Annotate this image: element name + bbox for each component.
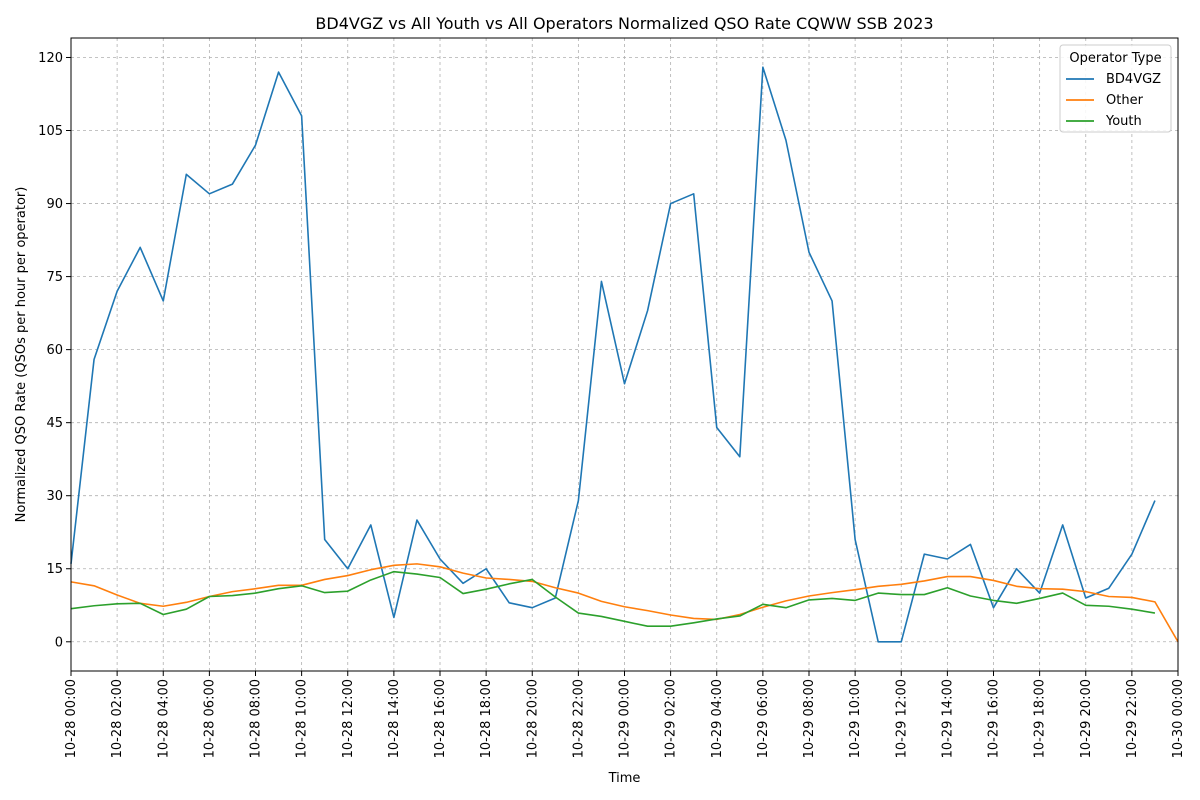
y-axis-title: Normalized QSO Rate (QSOs per hour per o… [14, 187, 29, 523]
x-tick-label: 10-28 22:00 [571, 679, 586, 758]
x-tick-label: 10-28 02:00 [110, 679, 125, 758]
legend-label-youth: Youth [1105, 114, 1142, 129]
legend-items: BD4VGZ Other Youth [1066, 72, 1161, 129]
x-axis: 10-28 00:00 10-28 02:00 10-28 04:00 10-28 0… [64, 671, 1186, 758]
y-axis: 0 15 30 45 60 75 90 105 120 [38, 51, 71, 650]
x-tick-label: 10-28 04:00 [156, 679, 171, 758]
x-tick-label: 10-29 14:00 [940, 679, 955, 758]
x-tick-label: 10-28 08:00 [249, 679, 264, 758]
y-tick-label: 15 [46, 562, 63, 577]
legend-label-other: Other [1106, 93, 1144, 108]
x-tick-label: 10-29 04:00 [710, 679, 725, 758]
series-line-bd4vgz [70, 66, 1156, 643]
y-tick-label: 0 [55, 635, 63, 650]
x-tick-label: 10-28 16:00 [433, 679, 448, 758]
x-tick-label: 10-29 12:00 [894, 679, 909, 758]
x-tick-label: 10-28 00:00 [64, 679, 79, 758]
series-line-other [70, 563, 1179, 643]
legend-label-bd4vgz: BD4VGZ [1106, 72, 1161, 87]
x-tick-label: 10-29 06:00 [756, 679, 771, 758]
x-tick-label: 10-29 22:00 [1125, 679, 1140, 758]
y-tick-label: 105 [38, 124, 63, 139]
y-tick-label: 90 [46, 197, 63, 212]
x-tick-label: 10-28 14:00 [387, 679, 402, 758]
x-tick-label: 10-29 02:00 [664, 679, 679, 758]
y-tick-label: 30 [46, 489, 63, 504]
series-line-youth [70, 570, 1156, 628]
x-tick-label: 10-29 16:00 [987, 679, 1002, 758]
x-tick-label: 10-28 18:00 [479, 679, 494, 758]
y-tick-label: 120 [38, 51, 63, 66]
legend-box [1059, 44, 1172, 133]
chart-title: BD4VGZ vs All Youth vs All Operators Nor… [315, 14, 933, 33]
legend: Operator Type BD4VGZ Other Youth [1059, 44, 1172, 133]
x-tick-label: 10-28 10:00 [295, 679, 310, 758]
y-tick-label: 60 [46, 343, 63, 358]
x-tick-label: 10-29 08:00 [802, 679, 817, 758]
x-tick-label: 10-29 10:00 [848, 679, 863, 758]
x-tick-label: 10-29 00:00 [618, 679, 633, 758]
x-tick-label: 10-28 20:00 [525, 679, 540, 758]
x-axis-title: Time [608, 771, 641, 786]
x-tick-label: 10-28 12:00 [341, 679, 356, 758]
x-tick-label: 10-29 20:00 [1079, 679, 1094, 758]
legend-title: Operator Type [1069, 51, 1161, 66]
grid [70, 38, 1179, 671]
y-tick-label: 75 [46, 270, 63, 285]
y-tick-label: 45 [46, 416, 63, 431]
x-tick-label: 10-29 18:00 [1033, 679, 1048, 758]
x-tick-label: 10-30 00:00 [1171, 679, 1186, 758]
series-layer [70, 66, 1179, 643]
x-tick-label: 10-28 06:00 [202, 679, 217, 758]
